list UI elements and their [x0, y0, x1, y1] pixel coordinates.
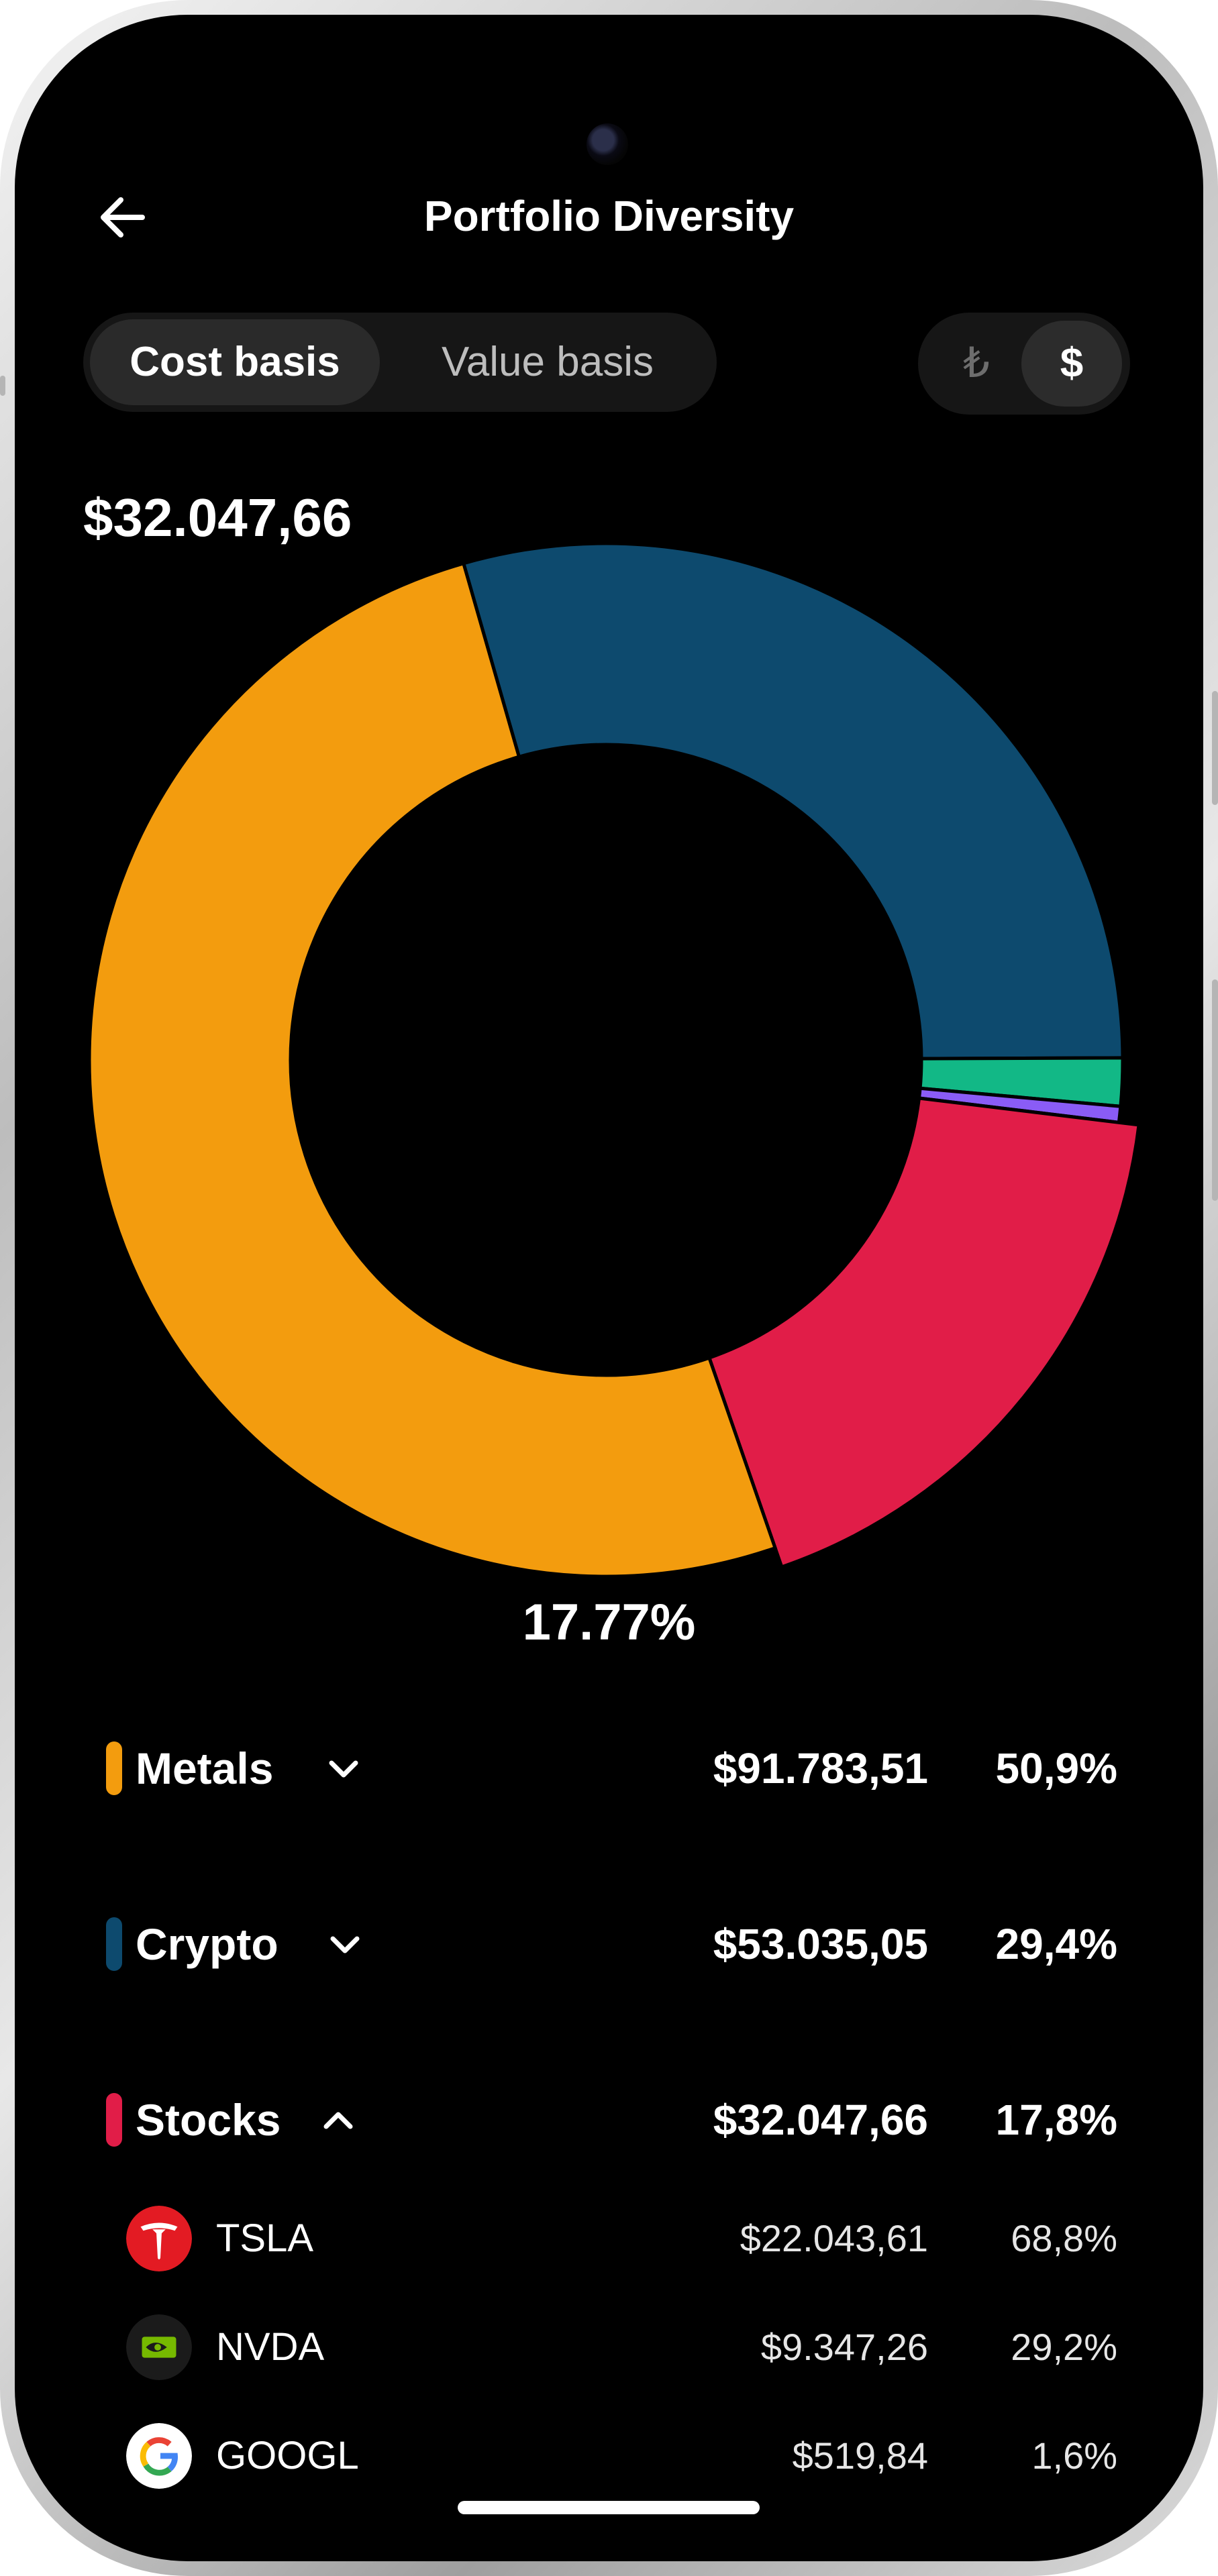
google-logo-icon — [126, 2423, 192, 2489]
portfolio-total: $32.047,66 — [83, 488, 352, 547]
crypto-color-swatch — [106, 1917, 122, 1971]
metals-color-swatch — [106, 1741, 122, 1795]
dollar-currency-button[interactable]: $ — [1021, 321, 1122, 407]
donut-slice-crypto[interactable] — [461, 541, 1125, 1061]
back-arrow-icon[interactable] — [95, 191, 149, 244]
chevron-down-icon[interactable] — [325, 1924, 365, 1964]
stock-percent: 29,2% — [1011, 2326, 1117, 2368]
category-value: $32.047,66 — [713, 2096, 928, 2144]
category-value: $53.035,05 — [713, 1920, 928, 1968]
nvidia-logo-icon — [126, 2314, 192, 2380]
donut-selected-percent: 17.77% — [522, 1594, 696, 1651]
volume-up-button — [1212, 691, 1218, 805]
basis-toggle: Cost basis Value basis — [83, 313, 717, 412]
donut-slice-stocks[interactable] — [707, 1096, 1141, 1570]
stock-row-tsla[interactable]: TSLA $22.043,61 68,8% — [15, 2199, 1203, 2279]
volume-down-button — [1212, 979, 1218, 1201]
category-name: Metals — [136, 1743, 274, 1793]
category-percent: 17,8% — [995, 2096, 1117, 2144]
category-value: $91.783,51 — [713, 1744, 928, 1792]
category-row-metals[interactable]: Metals $91.783,51 50,9% — [15, 1725, 1203, 1806]
stock-value: $9.347,26 — [760, 2326, 928, 2368]
category-percent: 29,4% — [995, 1920, 1117, 1968]
lira-currency-button[interactable]: ₺ — [963, 340, 990, 386]
chevron-down-icon[interactable] — [323, 1748, 364, 1788]
stock-value: $22.043,61 — [740, 2217, 928, 2259]
category-row-crypto[interactable]: Crypto $53.035,05 29,4% — [15, 1901, 1203, 1982]
category-name: Crypto — [136, 1919, 278, 1969]
category-percent: 50,9% — [995, 1744, 1117, 1792]
stock-ticker: GOOGL — [216, 2434, 359, 2477]
page-title: Portfolio Diversity — [423, 192, 795, 240]
stock-ticker: NVDA — [216, 2325, 325, 2369]
screen: Portfolio Diversity Cost basis Value bas… — [15, 15, 1203, 2561]
category-row-stocks[interactable]: Stocks $32.047,66 17,8% — [15, 2077, 1203, 2157]
front-camera — [587, 123, 628, 165]
stock-ticker: TSLA — [216, 2216, 314, 2260]
tesla-logo-icon — [126, 2206, 192, 2271]
stock-row-googl[interactable]: GOOGL $519,84 1,6% — [15, 2416, 1203, 2497]
stock-percent: 1,6% — [1031, 2434, 1117, 2477]
stock-value: $519,84 — [792, 2434, 928, 2477]
value-basis-tab[interactable]: Value basis — [442, 339, 654, 385]
currency-toggle: ₺ $ — [918, 313, 1130, 415]
chevron-up-icon[interactable] — [318, 2100, 358, 2140]
stock-row-nvda[interactable]: NVDA $9.347,26 29,2% — [15, 2308, 1203, 2388]
donut-slice-metals[interactable] — [87, 561, 778, 1578]
cost-basis-tab[interactable]: Cost basis — [90, 319, 380, 405]
category-name: Stocks — [136, 2095, 281, 2145]
stocks-color-swatch — [106, 2093, 122, 2147]
left-side-button — [0, 376, 5, 396]
stock-percent: 68,8% — [1011, 2217, 1117, 2259]
home-indicator[interactable] — [458, 2501, 760, 2514]
donut-chart — [87, 541, 1141, 1578]
